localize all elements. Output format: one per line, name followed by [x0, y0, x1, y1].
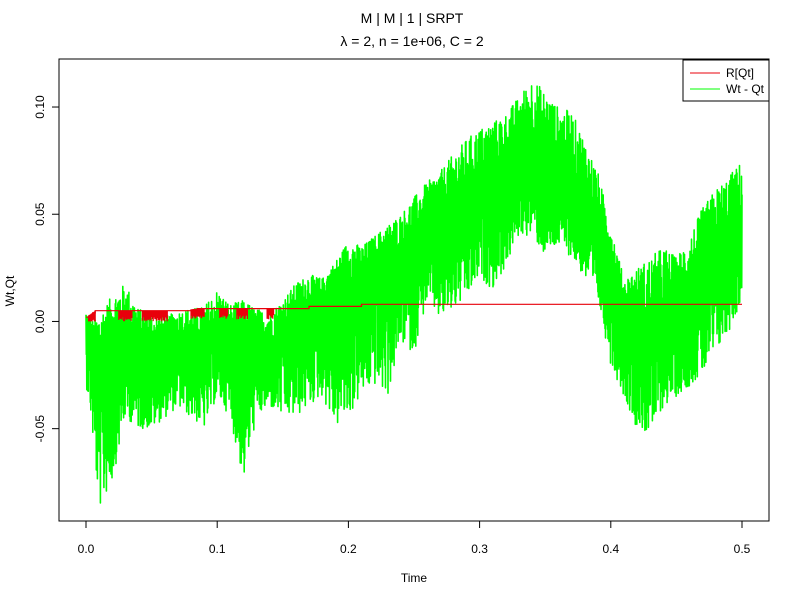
x-tick-label: 0.3 — [471, 542, 488, 556]
plot-area — [85, 85, 743, 504]
x-tick-label: 0.2 — [340, 542, 357, 556]
y-tick-label: -0.05 — [33, 415, 47, 443]
x-axis: 0.0 0.1 0.2 0.3 0.4 0.5 — [78, 520, 751, 556]
series-rqt-dips — [88, 308, 275, 322]
series-wt-qt — [85, 85, 743, 504]
lambda-symbol: λ — [340, 33, 347, 49]
y-tick-label: 0.10 — [33, 95, 47, 119]
legend: R[Qt] Wt - Qt — [682, 59, 770, 102]
y-axis-label: Wt,Qt — [3, 275, 17, 306]
legend-box — [682, 59, 770, 102]
y-tick-label: 0.00 — [33, 309, 47, 333]
legend-label-wt-qt: Wt - Qt — [726, 82, 765, 96]
legend-label-rqt: R[Qt] — [726, 66, 754, 80]
y-axis: -0.05 0.00 0.05 0.10 — [33, 95, 60, 443]
x-tick-label: 0.4 — [602, 542, 619, 556]
x-tick-label: 0.1 — [209, 542, 226, 556]
subtitle-params: = 2, n = 1e+06, C = 2 — [347, 33, 483, 49]
chart-subtitle: λ = 2, n = 1e+06, C = 2 — [340, 33, 483, 49]
x-tick-label: 0.0 — [78, 542, 95, 556]
chart-title: M | M | 1 | SRPT — [361, 10, 464, 26]
x-axis-label: Time — [401, 571, 428, 585]
y-tick-label: 0.05 — [33, 202, 47, 226]
x-tick-label: 0.5 — [734, 542, 751, 556]
